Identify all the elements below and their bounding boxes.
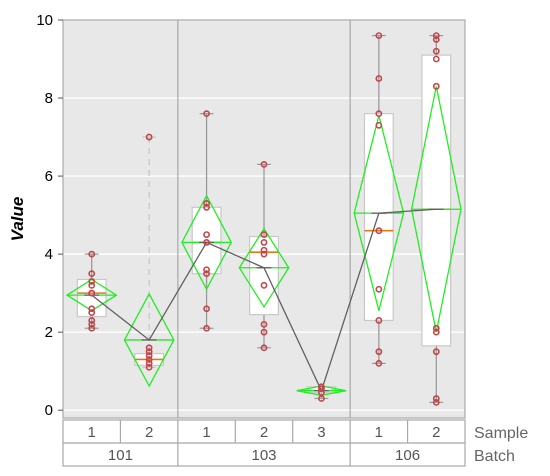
data-point [375,317,383,324]
data-point [88,317,96,324]
data-point [203,324,210,332]
data-point [88,270,96,278]
sample-label: 2 [432,424,440,441]
category-table: 1 2 1 2 3 1 2 101 103 106 [62,419,466,467]
data-point [318,383,325,391]
box-plots [76,35,452,403]
data-point [203,305,210,313]
data-point [203,270,210,278]
data-point [260,328,268,336]
y-tick-label: 4 [45,246,53,263]
data-point [432,324,440,332]
data-point [432,36,440,43]
data-point [375,121,383,129]
box [363,113,394,322]
y-tick-label: 10 [36,12,53,29]
data-points [88,32,440,406]
box [249,235,279,316]
sample-label: 2 [260,424,268,441]
data-point [88,305,96,313]
data-point [432,32,440,40]
data-point [203,110,210,118]
sample-label: 3 [317,424,325,441]
mean-connector [84,208,444,393]
data-point [260,281,268,289]
data-point [260,239,268,246]
data-point [145,348,153,356]
batch-label: 103 [251,447,276,464]
data-point [145,363,153,371]
batch-separators [177,20,351,418]
data-point [203,203,210,211]
data-point [88,281,96,289]
y-tick-label: 6 [45,168,53,185]
data-point [260,231,268,239]
data-point [375,32,383,40]
data-point [88,324,96,332]
plot-frame [62,19,466,419]
data-point [375,227,383,235]
y-tick-label: 2 [45,324,53,341]
data-point [432,348,440,356]
batch-label: 106 [395,447,420,464]
data-point [203,266,210,274]
data-point [88,320,96,328]
data-point [432,47,440,55]
sample-label: 1 [375,424,383,441]
data-point [145,133,153,141]
sample-label: 2 [145,424,153,441]
data-point [432,82,440,90]
data-point [88,250,96,258]
y-tick-label: 0 [45,402,53,419]
data-point [145,344,153,352]
data-point [432,328,440,336]
data-point [88,289,96,297]
data-point [375,75,383,82]
data-point [145,356,153,363]
data-point [375,285,383,293]
data-point [203,199,210,207]
data-point [432,398,440,406]
y-tick-label: 8 [45,90,53,107]
box [421,54,452,347]
data-point [260,246,268,254]
data-point [432,55,440,63]
sample-label: 1 [202,424,210,441]
data-point [203,239,210,246]
data-point [88,309,96,317]
data-point [375,348,383,356]
data-point [88,278,96,285]
sample-label: 1 [88,424,96,441]
y-axis-label: Value [8,197,27,242]
mean-diamonds [65,86,462,397]
sample-row-label: Sample [474,425,528,442]
data-point [375,110,383,118]
data-point [260,160,268,168]
box-plot [421,35,452,403]
data-point [260,250,268,258]
batch-row-label: Batch [474,448,515,465]
data-point [260,344,268,352]
data-point [260,320,268,328]
data-point [375,359,383,367]
data-point [432,395,440,402]
data-point [145,359,153,367]
y-axis-ticks: 0 2 4 6 8 10 [36,12,63,419]
data-point [145,352,153,359]
data-point [203,231,210,239]
batch-label: 101 [108,447,133,464]
